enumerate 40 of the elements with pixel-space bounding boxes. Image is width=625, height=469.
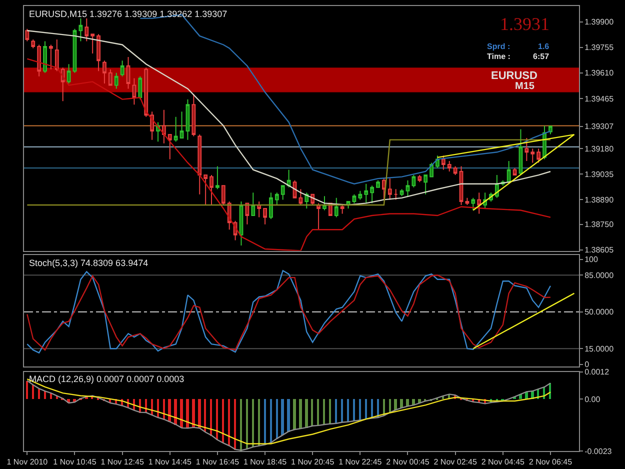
- x-tick-label: 2 Nov 06:45: [528, 458, 573, 467]
- y-tick-label: 1.39180: [584, 144, 614, 154]
- annotation: 1.6: [538, 42, 550, 51]
- y-tick-label: 1.38605: [584, 246, 614, 255]
- y-tick-label: 1.38890: [584, 195, 614, 204]
- x-tick-label: 1 Nov 22:45: [338, 458, 382, 467]
- y-tick-label: 1.39900: [584, 18, 614, 27]
- y-tick-label: 1.39465: [584, 94, 614, 104]
- y-tick-label: 1.39610: [584, 68, 614, 78]
- chart-title: EURUSD,M15 1.39276 1.39309 1.39262 1.39307: [29, 9, 228, 19]
- y-tick-label: 15.0000: [584, 344, 614, 354]
- chart-title: MACD (12,26,9) 0.0007 0.0007 0.0003: [29, 374, 184, 384]
- y-tick-label: 1.39035: [584, 170, 614, 179]
- x-tick-label: 1 Nov 2010: [6, 458, 48, 467]
- annotation: 1.3931: [500, 14, 550, 34]
- x-tick-label: 1 Nov 18:45: [243, 458, 288, 467]
- x-tick-label: 1 Nov 14:45: [148, 458, 192, 467]
- y-tick-label: 85.0000: [584, 270, 614, 280]
- chart-title: Stoch(5,3,3) 74.8309 63.9474: [29, 258, 148, 268]
- y-tick-label: 100: [584, 255, 598, 264]
- x-tick-label: 1 Nov 10:45: [53, 458, 97, 467]
- x-tick-label: 1 Nov 12:45: [100, 458, 144, 467]
- annotation: Sprd :: [487, 42, 510, 51]
- x-tick-label: 2 Nov 04:45: [481, 458, 526, 467]
- x-tick-label: 2 Nov 00:45: [386, 458, 430, 467]
- annotation: Time :: [487, 52, 510, 61]
- y-tick-label: 1.39307: [584, 122, 614, 132]
- y-tick-label: 0: [584, 360, 590, 370]
- x-tick-label: 2 Nov 02:45: [434, 458, 478, 467]
- y-tick-label: 0.00: [584, 394, 601, 404]
- annotation: 6:57: [533, 52, 550, 61]
- y-tick-label: 1.38750: [584, 220, 614, 230]
- y-tick-label: 1.39755: [584, 43, 614, 52]
- x-tick-label: 1 Nov 16:45: [196, 458, 240, 467]
- y-tick-label: 0.0012: [584, 368, 610, 377]
- x-tick-label: 1 Nov 20:45: [291, 458, 335, 467]
- y-tick-label: 50.0000: [584, 308, 614, 317]
- annotation: EURUSD: [491, 70, 538, 82]
- y-tick-label: -0.0023: [584, 446, 612, 456]
- annotation: M15: [515, 81, 535, 92]
